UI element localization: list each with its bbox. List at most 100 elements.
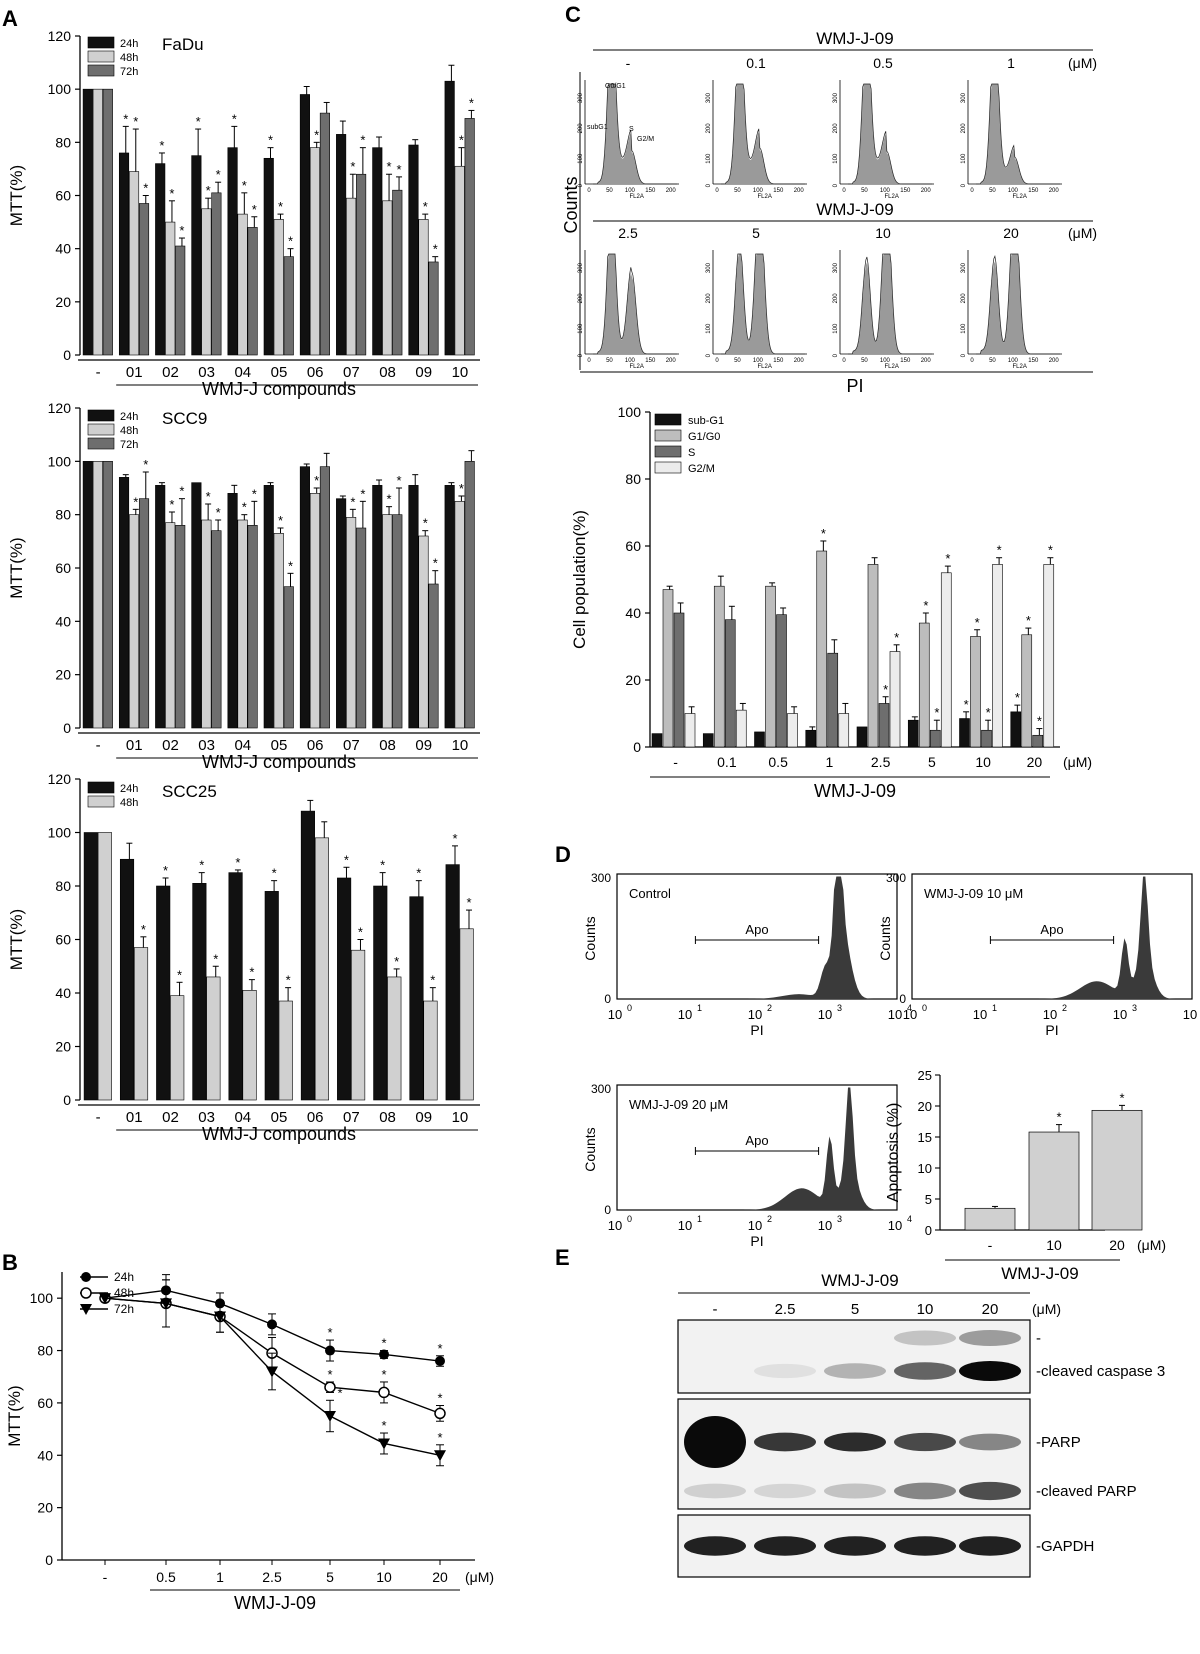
legend-label: 48h	[114, 1286, 134, 1300]
x-tick-label: 20	[432, 1569, 448, 1585]
protein-band	[959, 1536, 1021, 1556]
x-tick-label: 10	[452, 1109, 469, 1126]
y-tick-label: 20	[55, 667, 71, 683]
significance-star: *	[327, 1325, 332, 1340]
hist-x-tick-label: 100	[753, 358, 764, 364]
hist-x-tick-label: 200	[794, 188, 805, 194]
significance-star: *	[975, 615, 980, 630]
concentration-label: 2.5	[618, 225, 638, 241]
y-tick-label: 0	[633, 739, 641, 755]
bar-S-0.1	[724, 619, 736, 748]
legend-label: 72h	[120, 66, 138, 78]
bar-apoptosis--	[964, 1207, 1016, 1231]
significance-star: *	[923, 598, 928, 613]
panel-label-e: E	[555, 1245, 570, 1270]
y-tick-label: 80	[37, 1343, 53, 1359]
hist-x-tick-label: 150	[900, 358, 911, 364]
protein-band	[959, 1481, 1021, 1501]
hist-y-tick-label: 200	[578, 123, 584, 134]
histogram-fit-line	[592, 83, 677, 185]
legend-swatch-48h	[87, 795, 115, 808]
y-tick-label: 20	[55, 294, 71, 310]
y-tick-label: 10	[918, 1161, 932, 1176]
panel-label-d: D	[555, 842, 571, 867]
counts-label: Counts	[877, 916, 893, 960]
x-axis-label: WMJ-J compounds	[202, 1124, 356, 1144]
hist-y-tick-label: 200	[706, 293, 712, 304]
y-tick-label: 60	[55, 932, 71, 948]
protein-band	[894, 1362, 956, 1380]
x-tick-label: 09	[415, 737, 432, 754]
bar-G2/M-5	[940, 572, 952, 748]
bar-72h-06	[319, 466, 330, 729]
cell-cycle-histogram-6	[848, 254, 932, 354]
data-point-24h	[435, 1356, 445, 1367]
legend-label: 48h	[120, 52, 138, 64]
significance-star: *	[235, 855, 240, 870]
hist-x-tick-label: 200	[921, 188, 932, 194]
pi-label: PI	[750, 1233, 763, 1249]
x-tick-base: 10	[748, 1218, 762, 1233]
bar-G2/M-10	[992, 564, 1003, 748]
y-tick-label: 40	[37, 1447, 53, 1463]
bar-48h-09	[418, 535, 429, 729]
hist-x-tick-label: 150	[773, 358, 784, 364]
x-tick-label: 02	[162, 737, 179, 754]
legend-label: G1/G0	[688, 431, 720, 443]
significance-star: *	[416, 866, 421, 881]
bar-sub-G1-0.1	[702, 733, 714, 748]
bar-72h-03	[211, 192, 222, 356]
significance-star: *	[358, 925, 363, 940]
bar-72h-07	[356, 527, 367, 729]
bar-48h--	[92, 88, 103, 356]
data-point-72h	[99, 1293, 111, 1305]
significance-star: *	[437, 1391, 442, 1406]
hist-x-tick-label: 0	[715, 188, 719, 194]
legend-swatch-sub-G1	[654, 413, 682, 426]
bar-24h-01	[118, 477, 130, 729]
bar-48h-01	[128, 514, 140, 729]
lane-label: 20	[982, 1301, 999, 1318]
x-tick-label: 04	[234, 737, 251, 754]
significance-star: *	[964, 697, 969, 712]
protein-band	[684, 1416, 746, 1468]
significance-star: *	[466, 895, 471, 910]
hist-y-tick-label: 0	[578, 353, 584, 357]
significance-star: *	[380, 858, 385, 873]
histogram-fit-line	[720, 253, 805, 355]
bar-72h-06	[319, 112, 330, 356]
bar-24h-10	[444, 485, 455, 729]
bar-sub-G1-1	[805, 729, 817, 748]
x-tick-label: -	[103, 1569, 108, 1585]
x-tick-label: 2.5	[262, 1569, 282, 1585]
hist-x-tick-label: 100	[880, 188, 891, 194]
x-tick-label: 10	[452, 737, 469, 754]
panel-label-b: B	[2, 1250, 18, 1275]
hist-x-tick-label: 100	[625, 358, 636, 364]
protein-band	[959, 1433, 1021, 1451]
protein-band	[959, 1329, 1021, 1347]
cell-cycle-histogram-5	[721, 254, 805, 354]
significance-star: *	[213, 951, 218, 966]
lane-label: -	[713, 1301, 718, 1318]
bar-24h-04	[227, 493, 238, 729]
hist-y-tick-label: 0	[706, 353, 712, 357]
x-tick-label: 5	[928, 754, 936, 770]
bar-72h-09	[428, 261, 439, 356]
bar-48h-08	[382, 514, 393, 729]
x-tick-exponent: 0	[922, 1003, 927, 1013]
x-tick-base: 10	[678, 1218, 692, 1233]
x-tick-exponent: 1	[697, 1214, 702, 1224]
bar-48h-04	[242, 990, 257, 1101]
concentration-label: 0.1	[746, 55, 766, 71]
bar-24h-09	[408, 485, 419, 729]
bar-24h-02	[155, 163, 166, 356]
hist-x-tick-label: 200	[921, 358, 932, 364]
bar-48h-04	[237, 213, 248, 356]
x-tick-base: 10	[608, 1007, 622, 1022]
significance-star: *	[381, 1418, 386, 1433]
y-tick-label: 0	[63, 720, 71, 736]
y-tick-label: 60	[55, 188, 71, 204]
legend-swatch-48h	[87, 423, 115, 436]
bar-24h--	[82, 88, 93, 356]
